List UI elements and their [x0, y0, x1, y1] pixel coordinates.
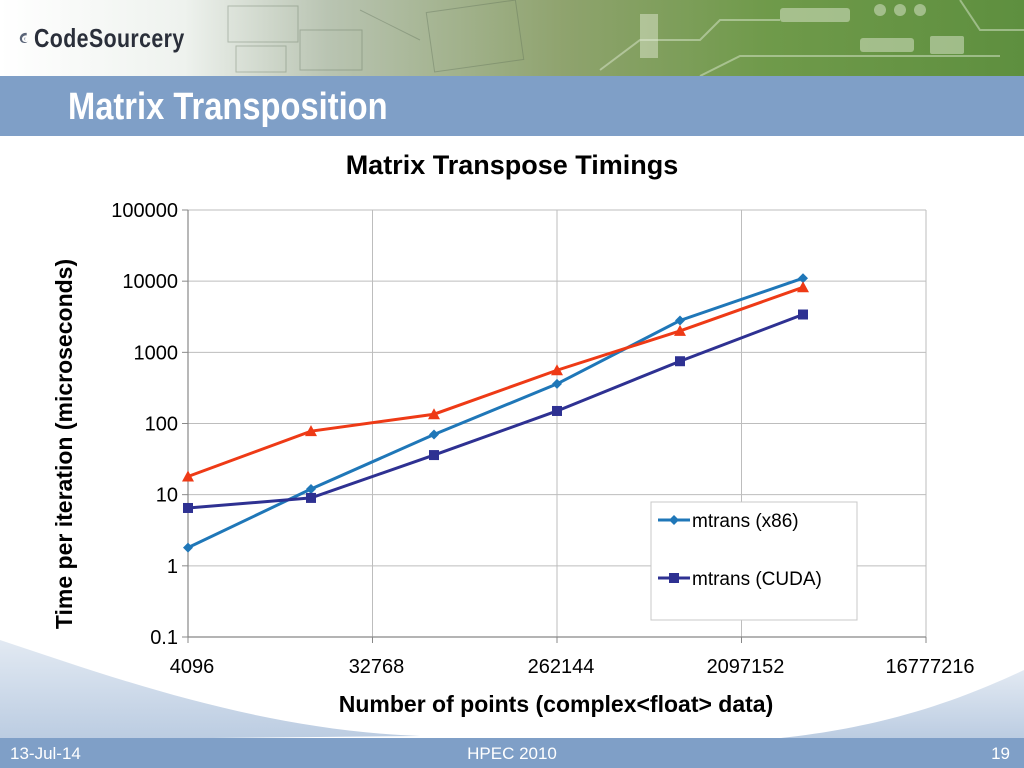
x-tick-label: 4096: [170, 656, 215, 678]
x-tick-label: 16777216: [886, 656, 975, 678]
data-point-diamond: [306, 484, 316, 495]
series-line-square: [187, 313, 804, 510]
data-point-diamond: [798, 273, 808, 284]
data-point-square: [552, 405, 562, 416]
footer-wave: [0, 640, 1024, 740]
header-banner: CodeSourcery: [0, 0, 1024, 76]
slide-title: Matrix Transposition: [68, 86, 388, 128]
footer-event: HPEC 2010: [467, 744, 557, 763]
codesourcery-logo: CodeSourcery: [18, 12, 218, 64]
legend-marker: [669, 573, 679, 583]
data-point-square: [798, 309, 808, 320]
data-point-triangle: [182, 470, 194, 482]
y-tick-label: 1: [167, 556, 178, 578]
circuit-decoration-icon: [227, 0, 1024, 76]
page-number: 19: [991, 744, 1010, 763]
y-tick-label: 10000: [122, 271, 178, 293]
y-tick-label: 10: [156, 485, 178, 507]
data-point-diamond: [675, 315, 685, 326]
series-line-triangle: [187, 285, 804, 478]
data-point-triangle: [797, 281, 809, 293]
footer-date: 13-Jul-14: [10, 744, 81, 763]
legend-label: mtrans (CUDA): [692, 569, 822, 590]
data-point-square: [429, 450, 439, 461]
data-point-diamond: [552, 378, 562, 389]
data-point-diamond: [183, 542, 193, 553]
y-tick-label: 0.1: [150, 627, 178, 649]
data-point-square: [675, 356, 685, 367]
legend-box: [650, 501, 858, 621]
y-tick-label: 100: [145, 414, 178, 436]
data-point-triangle: [674, 324, 686, 336]
data-point-triangle: [305, 425, 317, 437]
data-point-diamond: [429, 429, 439, 440]
y-tick-label: 1000: [134, 342, 179, 364]
chart: 100000 10000 1000 100 10 1 0.1 4096 32768 262144 2…: [51, 200, 975, 717]
data-point-square: [183, 502, 193, 513]
x-axis-label: Number of points (complex<float> data): [339, 691, 774, 717]
data-point-triangle: [428, 408, 440, 420]
legend-marker: [669, 515, 679, 525]
legend-label: mtrans (x86): [692, 511, 799, 532]
logo-swirl-icon: [19, 32, 28, 44]
title-bar: [0, 76, 1024, 136]
data-point-square: [306, 492, 316, 503]
x-tick-label: 2097152: [707, 656, 785, 678]
x-tick-label: 262144: [528, 656, 595, 678]
y-tick-label: 100000: [111, 200, 178, 222]
chart-title: Matrix Transpose Timings: [345, 150, 679, 180]
y-axis-label: Time per iteration (microseconds): [51, 259, 77, 629]
x-tick-label: 32768: [349, 656, 405, 678]
logo-text: CodeSourcery: [34, 22, 185, 53]
footer-bar: 13-Jul-14 HPEC 2010 19: [0, 738, 1024, 768]
legend: mtrans (x86) mtrans (CUDA): [650, 501, 858, 621]
data-point-triangle: [551, 364, 563, 376]
